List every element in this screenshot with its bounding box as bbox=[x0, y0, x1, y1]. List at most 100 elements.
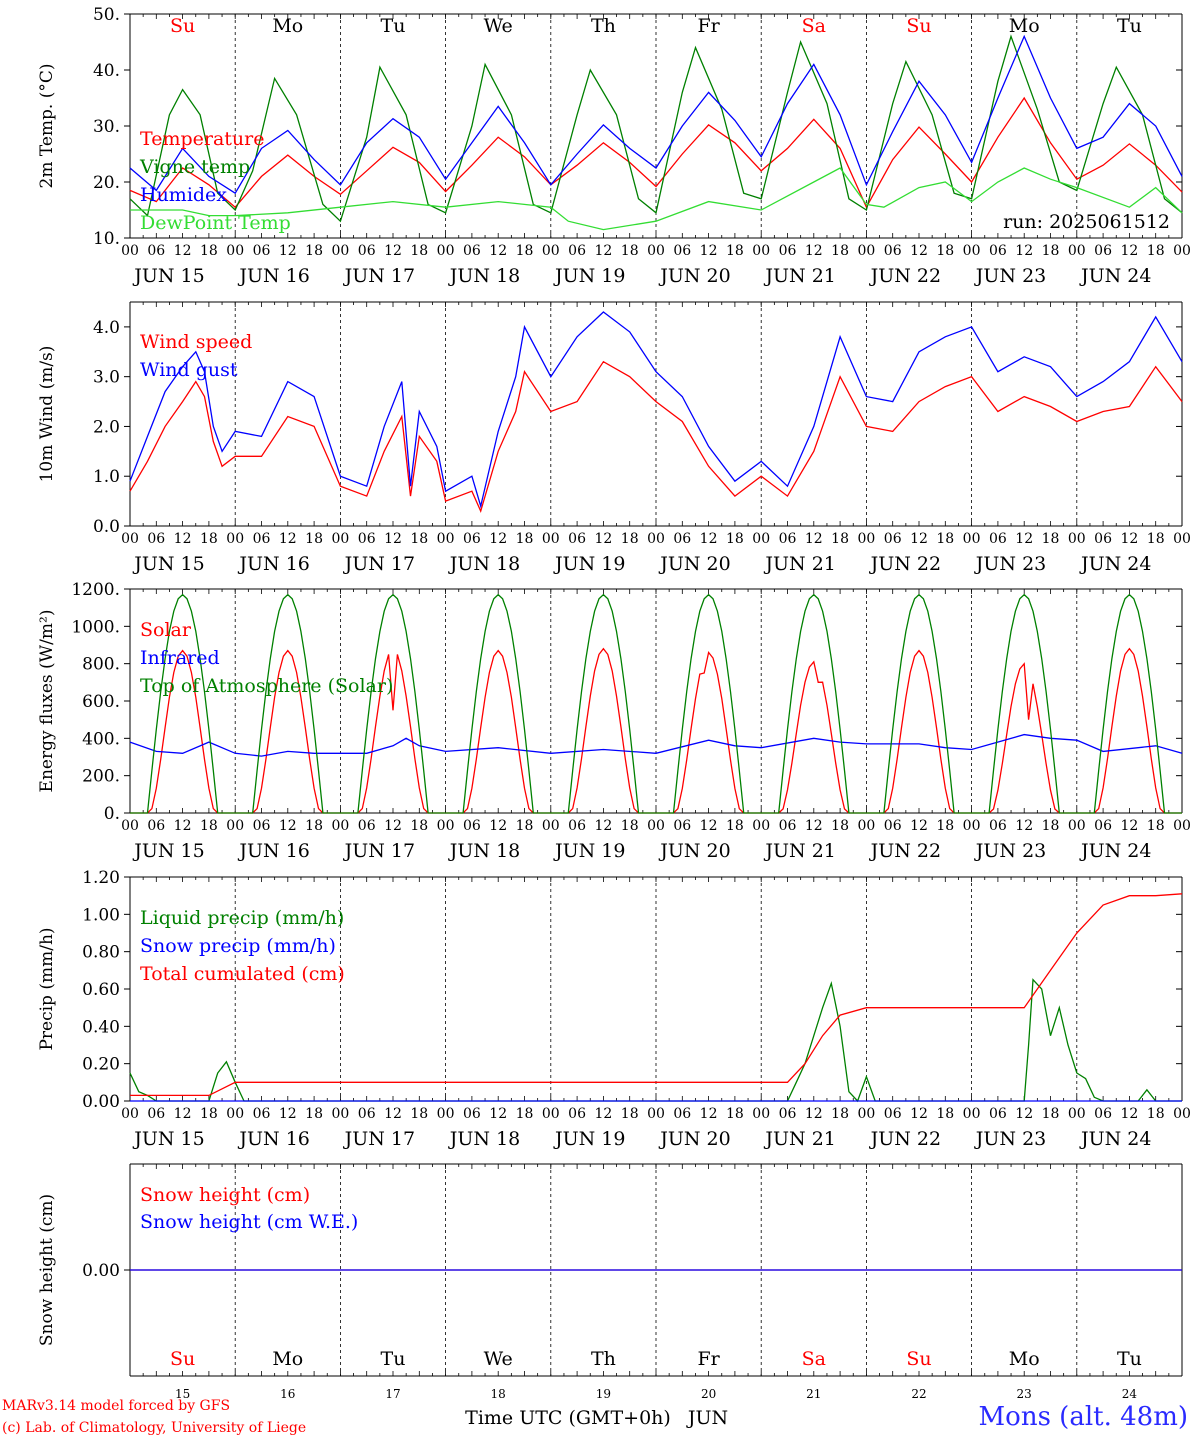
hour-tick-label: 18 bbox=[726, 1106, 744, 1122]
hour-tick-label: 12 bbox=[384, 243, 402, 259]
legend-entry: Temperature bbox=[140, 128, 264, 150]
hour-tick-label: 12 bbox=[1120, 818, 1138, 834]
hour-tick-label: 12 bbox=[594, 243, 612, 259]
hour-tick-label: 12 bbox=[1015, 818, 1033, 834]
date-label: JUN 18 bbox=[448, 553, 520, 575]
hour-tick-label: 00 bbox=[226, 531, 244, 547]
y-tick-label: 800. bbox=[82, 655, 120, 675]
day-number-label: 18 bbox=[491, 1387, 506, 1401]
hour-tick-label: 00 bbox=[437, 243, 455, 259]
y-tick-label: 0.40 bbox=[82, 1017, 120, 1037]
hour-tick-label: 12 bbox=[1015, 531, 1033, 547]
date-label: JUN 24 bbox=[1079, 553, 1151, 575]
hour-tick-label: 00 bbox=[963, 531, 981, 547]
hour-tick-label: 18 bbox=[1042, 818, 1060, 834]
legend-entry: Liquid precip (mm/h) bbox=[140, 907, 344, 929]
hour-tick-label: 18 bbox=[516, 818, 534, 834]
date-label: JUN 16 bbox=[237, 265, 309, 287]
date-label: JUN 15 bbox=[132, 553, 204, 575]
date-label: JUN 16 bbox=[237, 840, 309, 862]
hour-tick-label: 06 bbox=[884, 243, 902, 259]
legend-entry: Wind speed bbox=[140, 331, 252, 353]
hour-tick-label: 06 bbox=[779, 818, 797, 834]
hour-tick-label: 18 bbox=[410, 818, 428, 834]
hour-tick-label: 00 bbox=[331, 1106, 349, 1122]
hour-tick-label: 06 bbox=[568, 531, 586, 547]
legend-entry: Wind gust bbox=[140, 359, 238, 381]
date-label: JUN 22 bbox=[869, 1128, 941, 1150]
hour-tick-label: 18 bbox=[200, 1106, 218, 1122]
day-number-label: 24 bbox=[1122, 1387, 1138, 1401]
hour-tick-label: 06 bbox=[1094, 531, 1112, 547]
hour-tick-label: 12 bbox=[594, 1106, 612, 1122]
weekday-label: Fr bbox=[697, 1348, 720, 1370]
hour-tick-label: 00 bbox=[647, 1106, 665, 1122]
hour-tick-label: 06 bbox=[673, 1106, 691, 1122]
hour-tick-label: 00 bbox=[331, 818, 349, 834]
hour-tick-label: 18 bbox=[621, 531, 639, 547]
hour-tick-label: 00 bbox=[963, 243, 981, 259]
hour-tick-label: 00 bbox=[647, 531, 665, 547]
weekday-label: Tu bbox=[1117, 1348, 1142, 1370]
hour-tick-label: 18 bbox=[1147, 243, 1165, 259]
hour-tick-label: 06 bbox=[884, 1106, 902, 1122]
hour-tick-label: 12 bbox=[174, 1106, 192, 1122]
date-label: JUN 19 bbox=[553, 1128, 625, 1150]
hour-tick-label: 00 bbox=[752, 243, 770, 259]
y-tick-label: 200. bbox=[82, 767, 120, 787]
hour-tick-label: 00 bbox=[542, 1106, 560, 1122]
hour-tick-label: 06 bbox=[779, 243, 797, 259]
hour-tick-label: 12 bbox=[910, 1106, 928, 1122]
month-label: JUN bbox=[686, 1407, 728, 1429]
date-label: JUN 23 bbox=[974, 1128, 1046, 1150]
y-tick-label: 600. bbox=[82, 692, 120, 712]
y-tick-label: 40. bbox=[93, 61, 120, 81]
hour-tick-label: 18 bbox=[621, 818, 639, 834]
date-label: JUN 15 bbox=[132, 1128, 204, 1150]
hour-tick-label: 18 bbox=[305, 1106, 323, 1122]
hour-tick-label: 18 bbox=[1042, 243, 1060, 259]
date-label: JUN 21 bbox=[763, 1128, 835, 1150]
date-label: JUN 19 bbox=[553, 553, 625, 575]
series-line-1-4 bbox=[130, 167, 1183, 231]
legend-entry: Humidex bbox=[140, 184, 227, 206]
hour-tick-label: 06 bbox=[253, 818, 271, 834]
hour-tick-label: 18 bbox=[726, 243, 744, 259]
hour-tick-label: 06 bbox=[147, 1106, 165, 1122]
legend-entry: Top of Atmosphere (Solar) bbox=[140, 675, 393, 697]
hour-tick-label: 12 bbox=[805, 243, 823, 259]
weekday-label: Su bbox=[170, 15, 195, 37]
day-number-label: 19 bbox=[596, 1387, 611, 1401]
hour-tick-label: 12 bbox=[1015, 243, 1033, 259]
y-tick-label: 0.00 bbox=[82, 1092, 120, 1112]
hour-tick-label: 12 bbox=[594, 818, 612, 834]
day-number-label: 17 bbox=[385, 1387, 400, 1401]
date-label: JUN 19 bbox=[553, 840, 625, 862]
hour-tick-label: 12 bbox=[910, 818, 928, 834]
panel-4: 0.00 0.20 0.40 0.60 0.80 1.00 1.20 Precip (mm/h… bbox=[37, 868, 1191, 1150]
y-tick-label: 1.0 bbox=[93, 467, 120, 487]
weekday-label: Tu bbox=[381, 1348, 406, 1370]
hour-tick-label: 00 bbox=[1068, 1106, 1086, 1122]
y-tick-label: 0.60 bbox=[82, 980, 120, 1000]
weekday-label: Mo bbox=[272, 1348, 303, 1370]
legend-entry: Total cumulated (cm) bbox=[140, 963, 345, 985]
y-tick-label: 10. bbox=[93, 229, 120, 249]
date-label: JUN 15 bbox=[132, 840, 204, 862]
hour-tick-label: 00 bbox=[752, 818, 770, 834]
hour-tick-label: 00 bbox=[963, 818, 981, 834]
hour-tick-label: 12 bbox=[594, 531, 612, 547]
hour-tick-label: 18 bbox=[516, 1106, 534, 1122]
legend-entry: Vigne temp bbox=[139, 156, 250, 178]
y-tick-label: 2.0 bbox=[93, 417, 120, 437]
y-tick-label: 20. bbox=[93, 173, 120, 193]
y-tick-label: 400. bbox=[82, 729, 120, 749]
legend-entry: Infrared bbox=[140, 647, 220, 669]
hour-tick-label: 12 bbox=[1120, 1106, 1138, 1122]
day-number-label: 20 bbox=[701, 1387, 716, 1401]
y-tick-label: 0.80 bbox=[82, 943, 120, 963]
hour-tick-label: 12 bbox=[910, 243, 928, 259]
hour-tick-label: 12 bbox=[489, 818, 507, 834]
hour-tick-label: 18 bbox=[831, 243, 849, 259]
